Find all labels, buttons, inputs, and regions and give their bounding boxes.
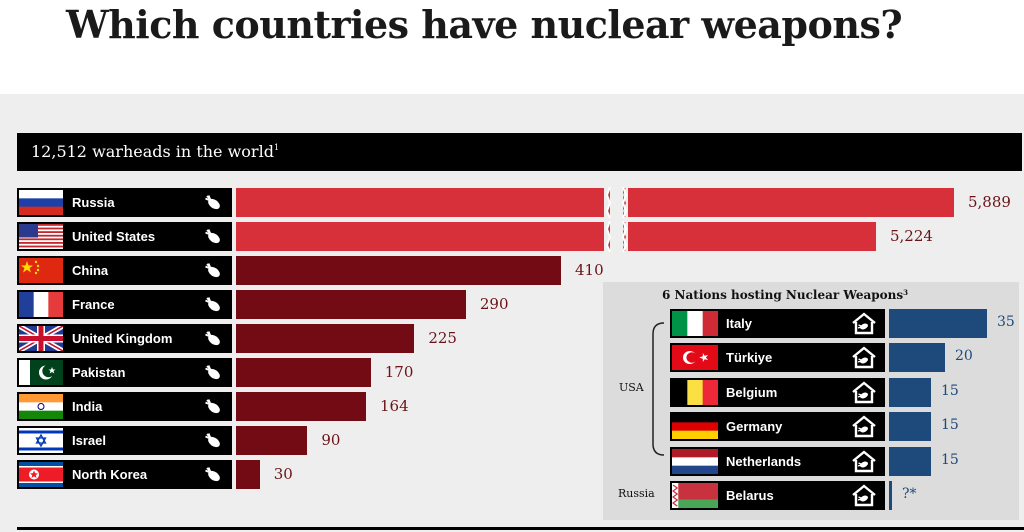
flag-icon xyxy=(672,483,718,508)
hosting-title-footnote: 3 xyxy=(903,288,909,297)
hosting-title: 6 Nations hosting Nuclear Weapons3 xyxy=(662,288,908,302)
host-bar xyxy=(889,447,931,476)
flag-icon xyxy=(672,345,718,370)
host-value-label: ?* xyxy=(902,486,917,502)
flag-icon xyxy=(672,311,718,336)
host-bar xyxy=(889,481,892,510)
host-country-label: Italy xyxy=(670,309,885,338)
country-label: Israel xyxy=(17,426,232,455)
country-label: Pakistan xyxy=(17,358,232,387)
value-label: 410 xyxy=(575,261,604,279)
flag-icon xyxy=(19,360,63,385)
country-name: Russia xyxy=(72,195,115,210)
warhead-bar xyxy=(236,426,308,455)
country-name: India xyxy=(72,399,103,414)
host-value-label: 15 xyxy=(941,452,959,468)
value-label: 290 xyxy=(479,295,509,313)
warhead-bar xyxy=(236,358,371,387)
country-name: France xyxy=(72,297,115,312)
page-title: Which countries have nuclear weapons? xyxy=(66,2,903,47)
country-label: United Kingdom xyxy=(17,324,232,353)
host-bar xyxy=(889,378,931,407)
country-name: United States xyxy=(72,229,156,244)
country-label: India xyxy=(17,392,232,421)
country-label: North Korea xyxy=(17,460,232,489)
hosting-title-text: 6 Nations hosting Nuclear Weapons xyxy=(662,288,904,302)
russia-group-label: Russia xyxy=(618,487,655,500)
country-name: North Korea xyxy=(72,467,148,482)
flag-icon xyxy=(19,292,63,317)
flag-icon xyxy=(19,428,63,453)
flag-icon xyxy=(19,462,63,487)
value-label: 164 xyxy=(380,397,409,415)
host-country-label: Belarus xyxy=(670,481,885,510)
host-value-label: 35 xyxy=(997,314,1015,330)
host-value-label: 15 xyxy=(941,383,959,399)
host-value-label: 15 xyxy=(941,417,959,433)
warhead-bar xyxy=(236,392,366,421)
host-country-name: Italy xyxy=(726,316,753,331)
flag-icon xyxy=(672,449,718,474)
usa-group-label: USA xyxy=(619,381,644,394)
value-label: 225 xyxy=(428,329,457,347)
world-total-text: 12,512 warheads in the world xyxy=(31,142,274,161)
host-country-label: Belgium xyxy=(670,378,885,407)
host-value-label: 20 xyxy=(955,348,973,364)
host-country-label: Türkiye xyxy=(670,343,885,372)
country-label: Russia xyxy=(17,188,232,217)
world-total-footnote: 1 xyxy=(273,143,280,152)
host-bar xyxy=(889,343,945,372)
flag-icon xyxy=(19,224,63,249)
warhead-bar xyxy=(236,188,954,217)
value-label: 170 xyxy=(384,363,414,381)
axis-break xyxy=(604,221,628,252)
flag-icon xyxy=(19,190,63,215)
bottom-divider xyxy=(17,527,1024,530)
country-name: Israel xyxy=(72,433,106,448)
value-label: 30 xyxy=(273,465,293,483)
warhead-bar xyxy=(236,290,466,319)
flag-icon xyxy=(19,258,63,283)
country-name: Pakistan xyxy=(72,365,126,380)
flag-icon xyxy=(672,380,718,405)
host-country-label: Netherlands xyxy=(670,447,885,476)
value-label: 90 xyxy=(321,431,341,449)
flag-icon xyxy=(19,394,63,419)
warhead-bar xyxy=(236,460,260,489)
warhead-bar xyxy=(236,222,876,251)
value-label: 5,889 xyxy=(968,193,1011,211)
flag-icon xyxy=(19,326,63,351)
world-total-header: 12,512 warheads in the world1 xyxy=(17,133,1022,171)
host-bar xyxy=(889,309,987,338)
warhead-bar xyxy=(236,324,415,353)
country-name: China xyxy=(72,263,109,278)
axis-break xyxy=(604,187,628,218)
host-country-label: Germany xyxy=(670,412,885,441)
usa-bracket xyxy=(652,322,665,456)
country-label: United States xyxy=(17,222,232,251)
host-country-name: Belgium xyxy=(726,385,778,400)
host-country-name: Germany xyxy=(726,419,783,434)
warhead-bar xyxy=(236,256,561,285)
host-country-name: Türkiye xyxy=(726,350,773,365)
country-name: United Kingdom xyxy=(72,331,173,346)
host-bar xyxy=(889,412,931,441)
host-country-name: Belarus xyxy=(726,488,774,503)
host-country-name: Netherlands xyxy=(726,454,802,469)
country-label: France xyxy=(17,290,232,319)
flag-icon xyxy=(672,414,718,439)
value-label: 5,224 xyxy=(890,227,933,245)
country-label: China xyxy=(17,256,232,285)
